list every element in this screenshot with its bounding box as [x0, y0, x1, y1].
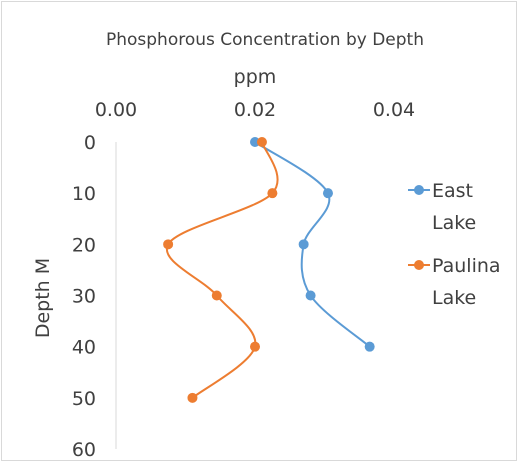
- data-point-east-lake: [250, 137, 260, 147]
- y-tick-label: 50: [72, 388, 96, 410]
- legend-label-paulina-lake: Lake: [432, 287, 476, 309]
- y-tick-label: 30: [72, 286, 96, 308]
- y-tick-label: 40: [72, 337, 96, 359]
- legend-label-east-lake: Lake: [432, 212, 476, 234]
- legend-label-paulina-lake: Paulina: [432, 255, 501, 277]
- plot-area: [163, 137, 375, 403]
- data-point-paulina-lake: [267, 188, 278, 199]
- data-point-paulina-lake: [211, 290, 222, 301]
- series-line-paulina-lake: [165, 141, 279, 399]
- legend-marker-east-lake: [414, 185, 424, 195]
- x-tick-label: 0.04: [373, 99, 415, 121]
- data-point-east-lake: [364, 341, 375, 352]
- data-point-paulina-lake: [187, 392, 198, 403]
- data-point-paulina-lake: [250, 341, 260, 352]
- series-line-east-lake: [254, 141, 371, 348]
- data-point-paulina-lake: [163, 239, 174, 250]
- data-point-east-lake: [305, 290, 316, 301]
- legend-label-east-lake: East: [432, 180, 473, 202]
- data-point-east-lake: [322, 188, 333, 199]
- legend-marker-paulina-lake: [414, 260, 424, 270]
- data-point-east-lake: [298, 239, 309, 250]
- x-axis-title: ppm: [234, 66, 277, 88]
- x-tick-label: 0.00: [95, 99, 137, 121]
- x-tick-labels: 0.00 0.02 0.04: [95, 99, 415, 121]
- y-tick-label: 10: [72, 183, 96, 205]
- y-tick-labels: 0 10 20 30 40 50 60: [72, 132, 96, 461]
- y-tick-label: 60: [72, 439, 96, 461]
- chart-title: Phosphorous Concentration by Depth: [106, 30, 424, 50]
- y-tick-label: 0: [84, 132, 96, 154]
- x-tick-label: 0.02: [234, 99, 276, 121]
- y-tick-label: 20: [72, 234, 96, 256]
- data-point-paulina-lake: [256, 137, 267, 147]
- legend: East Lake Paulina Lake: [408, 180, 501, 309]
- y-axis-title: Depth M: [32, 258, 54, 338]
